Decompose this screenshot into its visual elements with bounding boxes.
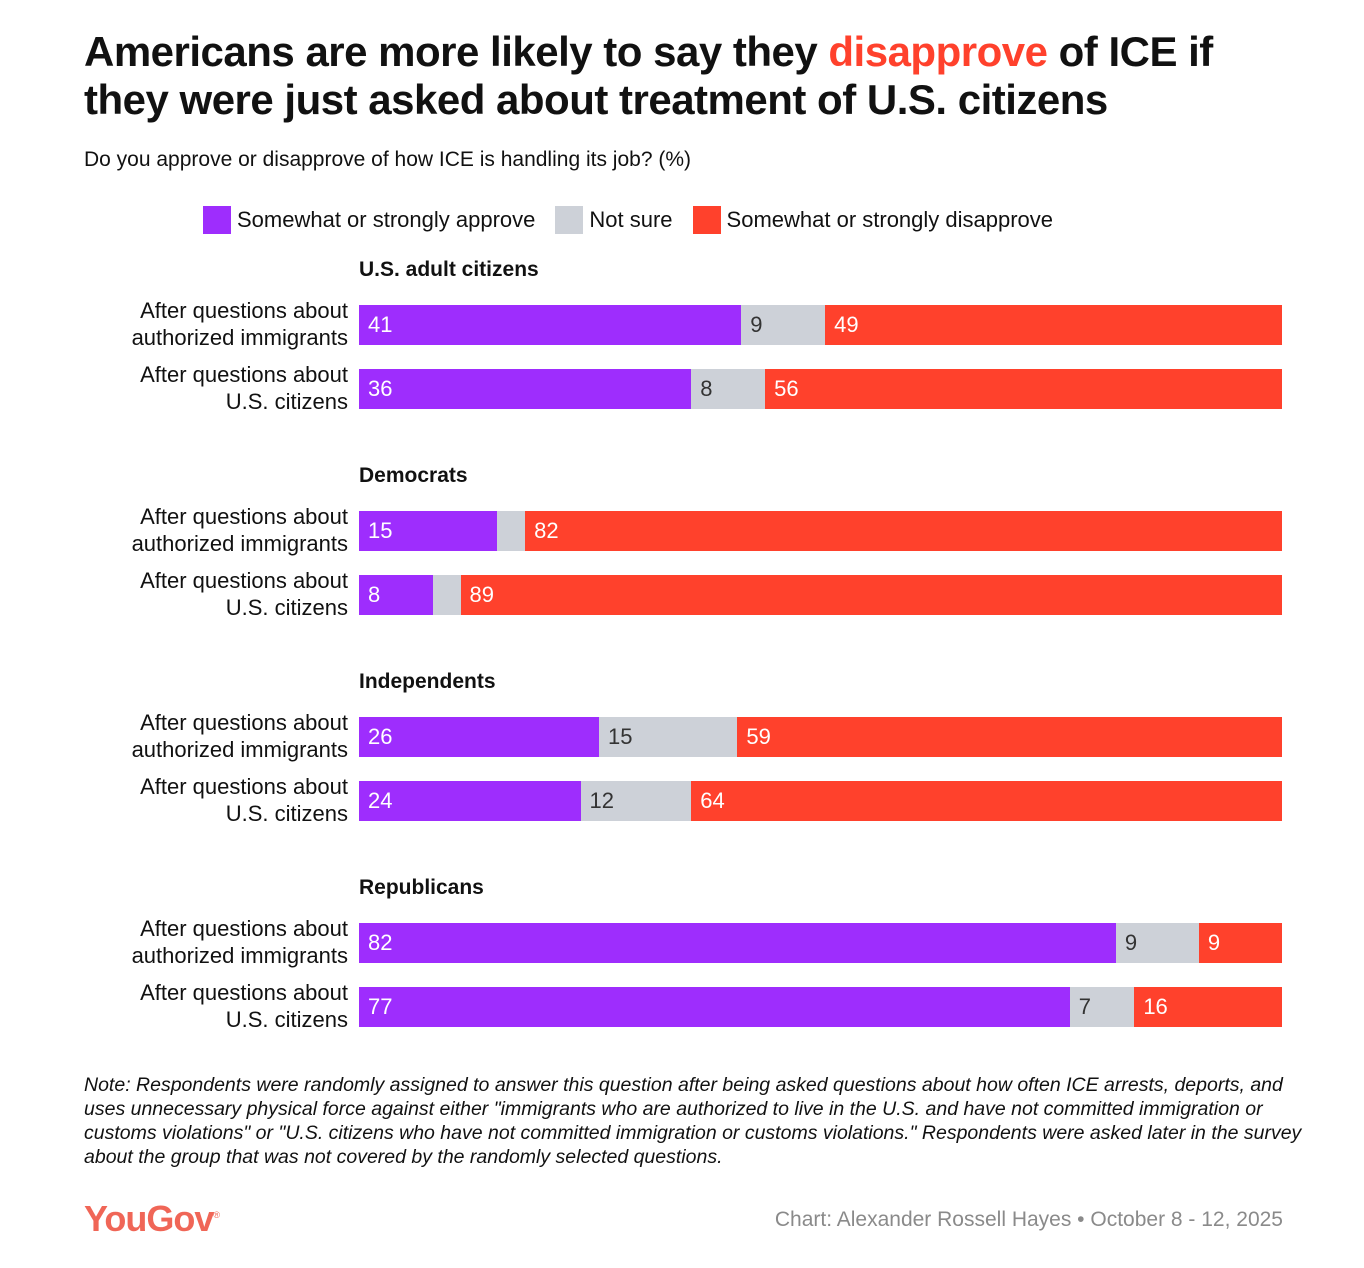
legend-item-not-sure: Not sure	[555, 206, 673, 234]
group-title: Republicans	[359, 876, 484, 899]
group-title: Independents	[359, 670, 496, 693]
row-label-line: After questions about	[140, 298, 348, 323]
row-label-line: After questions about	[140, 980, 348, 1005]
bar-segment-approve: 26	[359, 717, 599, 757]
bar-segment-approve: 41	[359, 305, 742, 345]
row-label: After questions about U.S. citizens	[28, 979, 348, 1033]
row-label-line: authorized immigrants	[131, 943, 348, 968]
row-label-line: U.S. citizens	[225, 1007, 348, 1032]
row-label-line: After questions about	[140, 916, 348, 941]
chart-title: Americans are more likely to say they di…	[84, 28, 1304, 124]
row-label-line: After questions about	[140, 568, 348, 593]
row-label-line: U.S. citizens	[225, 801, 348, 826]
stacked-bar: 82 9 9	[359, 923, 1282, 963]
bar-segment-approve: 24	[359, 781, 581, 821]
legend-swatch	[203, 206, 231, 234]
group-title: U.S. adult citizens	[359, 258, 539, 281]
stacked-bar: 41 9 49	[359, 305, 1282, 345]
stacked-bar: 77 7 16	[359, 987, 1282, 1027]
chart-credit: Chart: Alexander Rossell Hayes • October…	[774, 1208, 1283, 1231]
row-label-line: After questions about	[140, 774, 348, 799]
bar-segment-disapprove: 9	[1198, 923, 1282, 963]
stacked-bar: 8 89	[359, 575, 1282, 615]
bar-segment-approve: 15	[359, 511, 498, 551]
row-label: After questions about U.S. citizens	[28, 567, 348, 621]
bar-segment-not-sure: 9	[1115, 923, 1199, 963]
bar-segment-not-sure: 15	[598, 717, 738, 757]
row-label-line: After questions about	[140, 710, 348, 735]
bar-segment-disapprove: 89	[460, 575, 1282, 615]
bar-segment-not-sure: 9	[741, 305, 826, 345]
chart-note: Note: Respondents were randomly assigned…	[84, 1074, 1302, 1168]
row-label-line: U.S. citizens	[225, 595, 348, 620]
yougov-logo: YouGov®	[84, 1198, 220, 1239]
row-label-line: authorized immigrants	[131, 737, 348, 762]
row-label: After questions about U.S. citizens	[28, 773, 348, 827]
row-label: After questions about authorized immigran…	[28, 915, 348, 969]
legend: Somewhat or strongly approve Not sure So…	[203, 206, 1073, 234]
title-part: Americans are more likely to say they	[84, 28, 829, 75]
bar-segment-disapprove: 64	[691, 781, 1282, 821]
bar-segment-disapprove: 16	[1134, 987, 1282, 1027]
row-label-line: authorized immigrants	[131, 325, 348, 350]
logo-text: YouGov	[84, 1198, 214, 1239]
row-label: After questions about authorized immigran…	[28, 503, 348, 557]
row-label-line: After questions about	[140, 504, 348, 529]
bar-segment-approve: 82	[359, 923, 1116, 963]
row-label: After questions about U.S. citizens	[28, 361, 348, 415]
legend-swatch	[555, 206, 584, 234]
bar-segment-not-sure: 12	[580, 781, 692, 821]
bar-segment-approve: 36	[359, 369, 692, 409]
row-label-line: authorized immigrants	[131, 531, 348, 556]
bar-segment-disapprove: 82	[525, 511, 1282, 551]
bar-segment-disapprove: 59	[737, 717, 1282, 757]
stacked-bar: 26 15 59	[359, 717, 1282, 757]
bar-segment-not-sure: 7	[1069, 987, 1135, 1027]
bar-segment-approve: 77	[359, 987, 1070, 1027]
legend-label: Somewhat or strongly disapprove	[726, 207, 1054, 232]
legend-label: Not sure	[589, 207, 673, 232]
bar-segment-disapprove: 49	[825, 305, 1282, 345]
row-label: After questions about authorized immigran…	[28, 709, 348, 763]
bar-segment-approve: 8	[359, 575, 433, 615]
chart-subtitle: Do you approve or disapprove of how ICE …	[84, 148, 691, 171]
bar-segment-disapprove: 56	[765, 369, 1282, 409]
legend-item-approve: Somewhat or strongly approve	[203, 206, 535, 234]
title-part: of ICE if they were just asked about tre…	[84, 28, 1213, 123]
stacked-bar: 24 12 64	[359, 781, 1282, 821]
group-title: Democrats	[359, 464, 468, 487]
legend-swatch	[692, 206, 721, 234]
row-label-line: U.S. citizens	[225, 389, 348, 414]
title-highlight: disapprove	[828, 28, 1048, 75]
bar-segment-not-sure	[432, 575, 461, 615]
bar-segment-not-sure	[497, 511, 526, 551]
legend-item-disapprove: Somewhat or strongly disapprove	[692, 206, 1054, 234]
bar-segment-not-sure: 8	[691, 369, 766, 409]
legend-label: Somewhat or strongly approve	[237, 207, 536, 232]
row-label-line: After questions about	[140, 362, 348, 387]
stacked-bar: 15 82	[359, 511, 1282, 551]
row-label: After questions about authorized immigran…	[28, 297, 348, 351]
stacked-bar: 36 8 56	[359, 369, 1282, 409]
